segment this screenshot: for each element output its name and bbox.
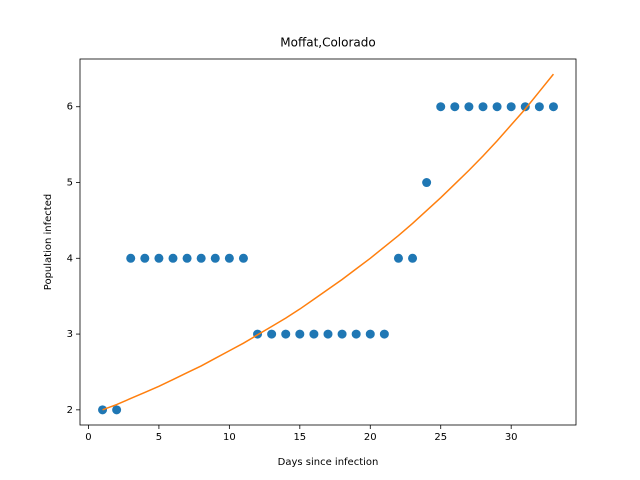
- data-point: [126, 253, 136, 263]
- data-point: [168, 253, 178, 263]
- data-point: [534, 102, 544, 112]
- y-tick-label: 4: [67, 253, 73, 264]
- data-point: [422, 178, 432, 188]
- data-point: [224, 253, 234, 263]
- data-point: [351, 329, 361, 339]
- y-tick-label: 6: [67, 102, 73, 113]
- data-point: [295, 329, 305, 339]
- data-point: [196, 253, 206, 263]
- data-point: [267, 329, 277, 339]
- data-point: [408, 253, 418, 263]
- chart-title: Moffat,Colorado: [280, 36, 375, 50]
- data-point: [365, 329, 375, 339]
- data-point: [436, 102, 446, 112]
- x-tick-label: 0: [85, 432, 91, 443]
- data-point: [520, 102, 530, 112]
- data-point: [323, 329, 333, 339]
- fit-line: [102, 73, 555, 411]
- data-point: [492, 102, 502, 112]
- data-point: [379, 329, 389, 339]
- x-tick-label: 15: [293, 432, 306, 443]
- data-point: [478, 102, 488, 112]
- x-tick-label: 5: [156, 432, 162, 443]
- x-tick-label: 20: [364, 432, 377, 443]
- data-point: [548, 102, 558, 112]
- x-tick-label: 30: [505, 432, 518, 443]
- data-point: [210, 253, 220, 263]
- data-point: [281, 329, 291, 339]
- x-tick-label: 25: [434, 432, 447, 443]
- y-tick-label: 5: [67, 178, 73, 189]
- data-point: [464, 102, 474, 112]
- axes-frame: [79, 58, 577, 426]
- data-point: [112, 405, 122, 415]
- data-point: [154, 253, 164, 263]
- data-point: [238, 253, 248, 263]
- y-tick-label: 3: [67, 329, 73, 340]
- data-point: [393, 253, 403, 263]
- y-tick-label: 2: [67, 405, 73, 416]
- data-point: [337, 329, 347, 339]
- data-point: [309, 329, 319, 339]
- data-point: [450, 102, 460, 112]
- data-point: [182, 253, 192, 263]
- x-axis-label: Days since infection: [278, 457, 379, 468]
- data-point: [140, 253, 150, 263]
- y-axis-label: Population infected: [43, 194, 54, 290]
- data-point: [506, 102, 516, 112]
- x-tick-label: 10: [223, 432, 236, 443]
